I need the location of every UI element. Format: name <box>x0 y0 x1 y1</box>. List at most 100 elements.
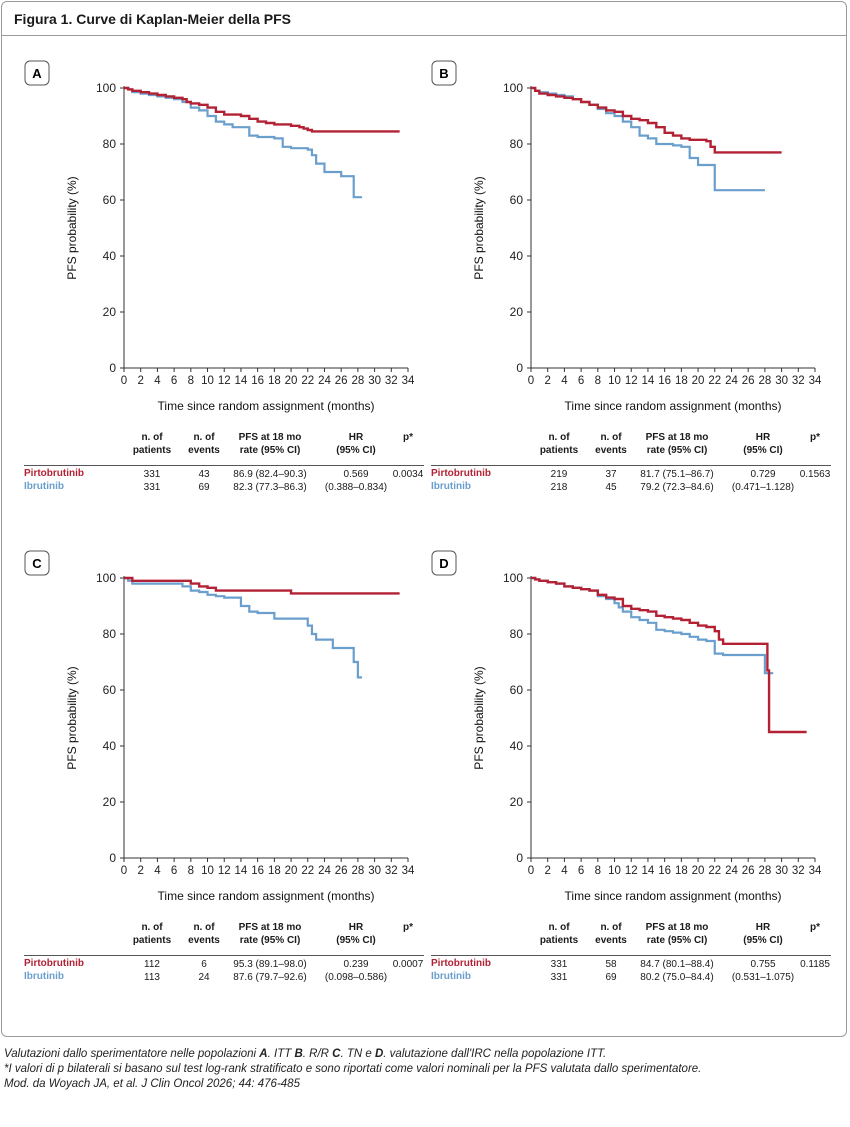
caption-panel-ref: C <box>332 1048 341 1060</box>
x-tick-label: 12 <box>625 865 638 877</box>
x-tick-label: 12 <box>218 865 231 877</box>
x-tick-label: 18 <box>268 375 281 387</box>
x-tick-label: 30 <box>368 865 381 877</box>
x-tick-label: 20 <box>285 865 298 877</box>
x-tick-label: 10 <box>608 375 621 387</box>
x-tick-label: 8 <box>595 865 601 877</box>
y-tick-label: 80 <box>510 627 524 641</box>
row-label-pirtobrutinib: Pirtobrutinib <box>24 958 84 969</box>
caption-text: Valutazioni dallo sperimentatore nelle p… <box>4 1048 260 1060</box>
y-tick-label: 40 <box>103 249 117 263</box>
x-tick-label: 22 <box>301 375 314 387</box>
cell-hr: 0.239 <box>343 959 369 970</box>
cell-patients: 112 <box>144 959 160 970</box>
row-label-ibrutinib: Ibrutinib <box>24 971 64 982</box>
x-axis-label: Time since random assignment (months) <box>565 399 782 413</box>
cell-pfs18: 82.3 (77.3–86.3) <box>233 482 307 493</box>
stats-table: n. of patients n. of events PFS at 18 mo rate… <box>20 430 440 500</box>
cell-p: 0.1185 <box>800 959 830 970</box>
y-tick-label: 60 <box>103 683 117 697</box>
y-axis-label: PFS probability (%) <box>65 666 79 769</box>
x-tick-label: 14 <box>235 375 248 387</box>
caption-text: . ITT <box>267 1048 295 1060</box>
x-tick-label: 18 <box>675 375 688 387</box>
table-rule <box>431 955 831 956</box>
x-tick-label: 8 <box>188 865 194 877</box>
cell-events: 69 <box>605 972 617 983</box>
x-tick-label: 28 <box>351 375 364 387</box>
cell-events: 58 <box>605 959 617 970</box>
x-tick-label: 32 <box>385 865 398 877</box>
x-tick-label: 8 <box>188 375 194 387</box>
x-tick-label: 26 <box>335 865 348 877</box>
header-hr: HR (95% CI) <box>336 922 376 946</box>
cell-hr: (0.471–1.128) <box>731 482 795 493</box>
cell-patients: 219 <box>550 469 568 480</box>
x-tick-label: 32 <box>792 865 805 877</box>
row-label-ibrutinib: Ibrutinib <box>431 971 471 982</box>
figure-title: Figura 1. Curve di Kaplan-Meier della PF… <box>14 11 291 27</box>
x-tick-label: 30 <box>775 375 788 387</box>
x-tick-label: 24 <box>725 865 738 877</box>
y-tick-label: 20 <box>103 305 117 319</box>
pirtobrutinib-curve <box>531 86 782 154</box>
x-tick-label: 30 <box>775 865 788 877</box>
x-tick-label: 4 <box>561 865 568 877</box>
x-tick-label: 16 <box>251 375 264 387</box>
x-tick-label: 14 <box>642 865 655 877</box>
figure-container: Figura 1. Curve di Kaplan-Meier della PF… <box>1 1 847 1037</box>
y-tick-label: 80 <box>510 137 524 151</box>
header-events: n. of events <box>595 922 627 946</box>
x-tick-label: 6 <box>171 865 177 877</box>
x-tick-label: 4 <box>154 375 161 387</box>
x-tick-label: 22 <box>301 865 314 877</box>
x-tick-label: 2 <box>138 375 144 387</box>
y-tick-label: 60 <box>510 683 524 697</box>
x-tick-label: 28 <box>758 375 771 387</box>
stats-table: n. of patients n. of events PFS at 18 mo rate… <box>427 430 847 500</box>
y-axis-label: PFS probability (%) <box>472 666 486 769</box>
header-events: n. of events <box>188 922 220 946</box>
pirtobrutinib-curve <box>124 86 400 133</box>
cell-patients: 218 <box>550 482 568 493</box>
cell-patients: 331 <box>550 959 568 970</box>
header-p: p* <box>810 922 820 933</box>
table-rule <box>431 465 831 466</box>
y-axis-label: PFS probability (%) <box>65 176 79 279</box>
x-tick-label: 14 <box>235 865 248 877</box>
table-rule <box>24 465 424 466</box>
x-tick-label: 6 <box>578 865 584 877</box>
x-tick-label: 6 <box>578 375 584 387</box>
x-tick-label: 26 <box>742 375 755 387</box>
x-tick-label: 24 <box>318 375 331 387</box>
cell-pfs18: 95.3 (89.1–98.0) <box>233 959 307 970</box>
cell-pfs18: 86.9 (82.4–90.3) <box>233 469 307 480</box>
x-tick-label: 10 <box>608 865 621 877</box>
panel-a: A 0 20 40 60 80 100 0 2 4 6 8 10 12 14 16 18 20 22 24 26 28 30… <box>20 58 440 528</box>
stats-table: n. of patients n. of events PFS at 18 mo rate… <box>20 920 440 990</box>
x-tick-label: 14 <box>642 375 655 387</box>
panel-label-box <box>431 550 457 576</box>
y-axis-label: PFS probability (%) <box>472 176 486 279</box>
panel-b: B 0 20 40 60 80 100 0 2 4 6 8 10 12 14 16 18 20 22 24 26 28 30… <box>427 58 847 528</box>
x-tick-label: 28 <box>758 865 771 877</box>
header-p: p* <box>810 432 820 443</box>
header-hr: HR (95% CI) <box>336 432 376 456</box>
y-tick-label: 40 <box>510 739 524 753</box>
header-patients: n. of patients <box>539 922 579 946</box>
caption-text: . R/R <box>302 1048 333 1060</box>
pirtobrutinib-curve <box>531 576 807 734</box>
cell-hr: 0.569 <box>343 469 369 480</box>
x-axis-label: Time since random assignment (months) <box>158 399 375 413</box>
x-tick-label: 26 <box>335 375 348 387</box>
cell-patients: 331 <box>550 972 568 983</box>
y-tick-label: 100 <box>503 81 523 95</box>
ibrutinib-curve <box>531 86 765 192</box>
ibrutinib-curve <box>124 86 363 199</box>
x-tick-label: 20 <box>692 375 705 387</box>
x-tick-label: 4 <box>561 375 568 387</box>
title-divider <box>2 35 846 36</box>
x-tick-label: 8 <box>595 375 601 387</box>
panel-d: D 0 20 40 60 80 100 0 2 4 6 8 10 12 14 16 18 20 22 24 26 28 30… <box>427 548 847 1018</box>
